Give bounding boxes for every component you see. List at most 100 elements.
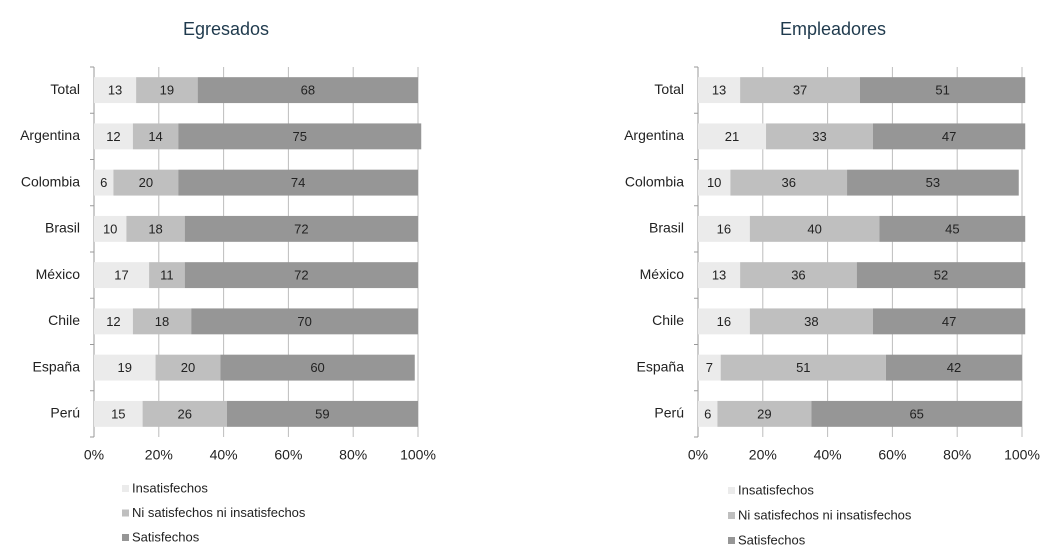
bar-segment [142, 400, 227, 427]
bar-segment [698, 215, 750, 242]
data-label: 45 [945, 221, 959, 236]
bar-segment [717, 400, 812, 427]
data-label: 15 [111, 406, 125, 421]
x-tick-label: 20% [145, 447, 173, 463]
y-tick-label: México [640, 266, 685, 282]
legend-swatch [728, 512, 735, 519]
bar-segment [698, 262, 741, 289]
bar-segment [94, 308, 133, 335]
bar-segment [847, 169, 1019, 196]
bar-segment [698, 169, 731, 196]
data-label: 12 [106, 314, 120, 329]
bar-segment [698, 123, 767, 150]
y-tick-label: España [33, 358, 81, 374]
y-tick-label: Argentina [20, 127, 80, 143]
data-label: 17 [114, 268, 128, 283]
bar-segment [698, 77, 741, 104]
data-label: 10 [707, 175, 721, 190]
data-label: 10 [103, 221, 117, 236]
bar-segment [94, 215, 127, 242]
bar-segment [740, 77, 860, 104]
legend-label: Satisfechos [132, 529, 200, 544]
data-label: 18 [148, 221, 162, 236]
bar-segment [178, 123, 422, 150]
y-tick-label: Argentina [624, 127, 684, 143]
data-label: 6 [100, 175, 107, 190]
y-tick-label: Brasil [649, 220, 684, 236]
legend-swatch [122, 485, 129, 492]
bar-segment [191, 308, 418, 335]
legend-swatch [122, 509, 129, 517]
legend-label: Insatisfechos [132, 480, 208, 495]
y-tick-label: Perú [654, 405, 684, 421]
bar-segment [184, 262, 418, 289]
data-label: 51 [935, 83, 949, 98]
bar-segment [94, 400, 143, 427]
y-tick-label: Total [654, 81, 684, 97]
data-label: 60 [310, 360, 324, 375]
data-label: 70 [297, 314, 311, 329]
data-label: 68 [301, 83, 315, 98]
data-label: 38 [804, 314, 818, 329]
bar-segment [197, 77, 418, 104]
bar-segment [94, 169, 114, 196]
bar-segment [698, 400, 718, 427]
data-label: 14 [148, 129, 162, 144]
bar-segment [720, 354, 886, 381]
x-tick-label: 60% [878, 447, 906, 463]
bar-segment [856, 262, 1026, 289]
bar-segment [879, 215, 1026, 242]
y-tick-label: Perú [50, 405, 80, 421]
x-tick-label: 80% [339, 447, 367, 463]
chart-title: Egresados [183, 19, 269, 39]
bar-segment [698, 308, 750, 335]
bar-segment [872, 308, 1026, 335]
legend-label: Ni satisfechos ni insatisfechos [132, 505, 306, 520]
data-label: 51 [796, 360, 810, 375]
chart-title: Empleadores [780, 19, 886, 39]
data-label: 33 [812, 129, 826, 144]
bar-segment [749, 215, 880, 242]
bar-segment [132, 308, 192, 335]
bar-segment [132, 123, 179, 150]
y-tick-label: Colombia [21, 173, 80, 189]
bar-segment [885, 354, 1022, 381]
data-label: 18 [155, 314, 169, 329]
data-label: 6 [704, 406, 711, 421]
data-label: 42 [947, 360, 961, 375]
x-tick-label: 40% [210, 447, 238, 463]
x-tick-label: 100% [1004, 447, 1040, 463]
data-label: 72 [294, 221, 308, 236]
data-label: 19 [118, 360, 132, 375]
bar-segment [136, 77, 198, 104]
data-label: 26 [177, 406, 191, 421]
x-tick-label: 80% [943, 447, 971, 463]
data-label: 21 [725, 129, 739, 144]
bar-segment [730, 169, 848, 196]
bar-segment [740, 262, 857, 289]
y-tick-label: España [637, 358, 685, 374]
bar-segment [155, 354, 221, 381]
y-tick-label: Total [50, 81, 80, 97]
x-tick-label: 20% [749, 447, 777, 463]
data-label: 20 [139, 175, 153, 190]
bar-segment [178, 169, 418, 196]
bar-segment [94, 354, 156, 381]
legend-label: Insatisfechos [738, 482, 814, 497]
data-label: 40 [807, 221, 821, 236]
data-label: 16 [717, 314, 731, 329]
bar-segment [113, 169, 179, 196]
x-tick-label: 100% [400, 447, 436, 463]
bar-segment [749, 308, 873, 335]
y-tick-label: Colombia [625, 173, 684, 189]
x-tick-label: 60% [274, 447, 302, 463]
data-label: 74 [291, 175, 305, 190]
bar-segment [94, 123, 133, 150]
data-label: 13 [712, 83, 726, 98]
legend-swatch [728, 487, 735, 494]
bar-segment [220, 354, 415, 381]
data-label: 65 [909, 406, 923, 421]
data-label: 29 [757, 406, 771, 421]
data-label: 53 [926, 175, 940, 190]
